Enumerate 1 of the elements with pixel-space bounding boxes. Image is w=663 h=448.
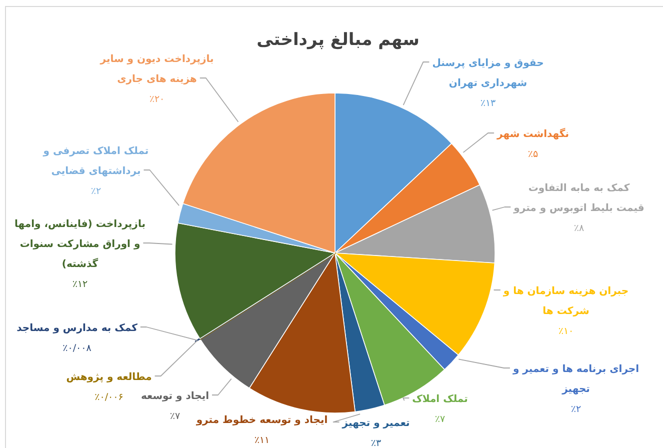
title: سهم مبالغ پرداختی bbox=[256, 30, 420, 50]
